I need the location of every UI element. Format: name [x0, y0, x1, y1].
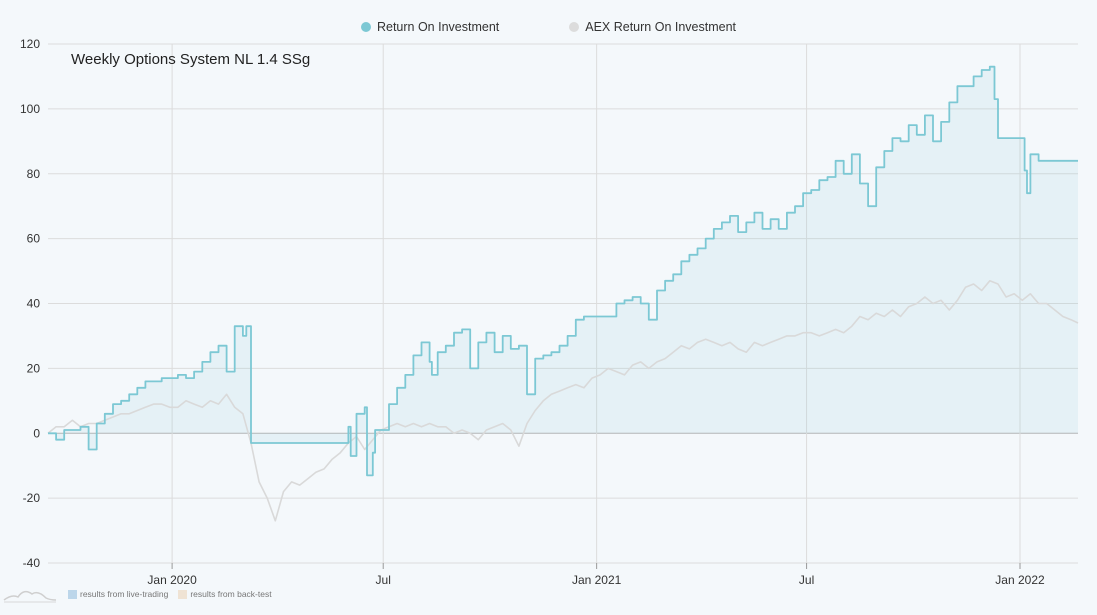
tick-layer: -40 -20 0 20 40 60 80 100 120 Jan 2020 Jul Jan 2021… — [20, 37, 1045, 587]
x-tick-label: Jan 2020 — [147, 573, 197, 587]
chart-footer: results from live-trading results from b… — [0, 584, 400, 604]
y-tick-label: -40 — [23, 556, 41, 570]
live-trading-label: results from live-trading — [80, 589, 169, 599]
legend-item-roi[interactable]: Return On Investment — [360, 20, 500, 34]
legend-item-aex[interactable]: AEX Return On Investment — [569, 20, 736, 34]
y-tick-label: 120 — [20, 37, 40, 51]
roi-area — [48, 66, 1078, 476]
line-layer — [47, 65, 1079, 522]
legend-label-aex: AEX Return On Investment — [585, 20, 737, 34]
area-layer — [48, 66, 1078, 476]
roi-series-line — [48, 65, 1078, 477]
x-tick-label: Jul — [376, 573, 391, 587]
legend-label-roi: Return On Investment — [376, 20, 500, 34]
y-tick-label: 100 — [20, 102, 40, 116]
x-tick-label: Jul — [799, 573, 814, 587]
chart-legend: Return On Investment AEX Return On Inves… — [0, 20, 1097, 34]
live-trading-swatch-icon — [68, 589, 77, 599]
y-tick-label: 40 — [27, 297, 41, 311]
grid-layer — [48, 43, 1078, 569]
roi-legend-marker-icon — [360, 22, 371, 32]
x-tick-label: Jan 2021 — [572, 573, 622, 587]
mountain-logo-icon — [3, 590, 57, 603]
chart-title: Weekly Options System NL 1.4 SSg — [71, 51, 311, 68]
back-test-swatch-icon — [178, 589, 188, 599]
aex-legend-marker-icon — [569, 22, 580, 32]
y-tick-label: 0 — [33, 426, 40, 440]
y-tick-label: 60 — [27, 232, 41, 246]
x-tick-label: Jan 2022 — [995, 573, 1045, 587]
back-test-label: results from back-test — [190, 589, 272, 599]
y-tick-label: -20 — [23, 491, 41, 505]
y-tick-label: 80 — [27, 167, 41, 181]
aex-series-line — [47, 280, 1079, 522]
y-tick-label: 20 — [27, 361, 41, 375]
